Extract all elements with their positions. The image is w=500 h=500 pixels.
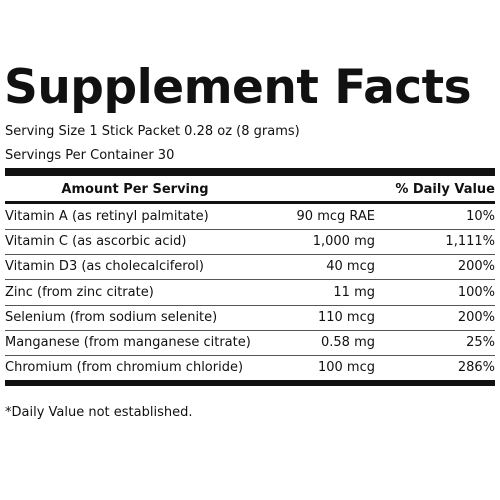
bottom-rule	[5, 380, 495, 386]
table-row: Vitamin A (as retinyl palmitate) 90 mcg R…	[5, 204, 495, 229]
nutrient: Chromium (from chromium chloride)	[5, 360, 244, 376]
nutrient: Selenium (from sodium selenite)	[5, 309, 218, 325]
table-row: Chromium (from chromium chloride) 100 mcg…	[5, 355, 495, 380]
nutrient: Manganese (from manganese citrate)	[5, 335, 251, 350]
servings-per-container: Servings Per Container 30	[5, 148, 175, 163]
row-rule	[5, 329, 495, 331]
nutrient: Vitamin D3 (as cholecalciferol)	[5, 259, 204, 275]
row-rule	[5, 304, 495, 306]
row-rule	[5, 355, 495, 356]
row-rule	[5, 279, 495, 281]
table-row: Vitamin D3 (as cholecalciferol) 40 mcg 200…	[5, 254, 495, 279]
amount: 40 mcg	[326, 259, 375, 275]
daily-value: 286%	[457, 360, 495, 376]
serving-size: Serving Size 1 Stick Packet 0.28 oz (8 g…	[5, 124, 300, 139]
header-rule	[5, 201, 495, 204]
amount: 0.58 mg	[321, 335, 375, 350]
daily-value: 100%	[457, 284, 495, 300]
amount: 1,000 mg	[312, 234, 375, 250]
daily-value: 10%	[466, 209, 495, 224]
title: Supplement Facts	[4, 60, 472, 115]
header-row: Amount Per Serving % Daily Value	[5, 177, 495, 202]
thick-rule	[5, 168, 495, 176]
daily-value: 200%	[457, 309, 495, 325]
amount: 11 mg	[333, 284, 375, 300]
amount: 100 mcg	[317, 360, 375, 376]
nutrient: Vitamin C (as ascorbic acid)	[5, 234, 187, 250]
row-rule	[5, 229, 495, 230]
header-dv: % Daily Value	[395, 182, 495, 197]
table-row: Manganese (from manganese citrate) 0.58 m…	[5, 330, 495, 355]
table-row: Selenium (from sodium selenite) 110 mcg 20…	[5, 305, 495, 330]
table-row: Vitamin C (as ascorbic acid) 1,000 mg 1,11…	[5, 229, 495, 254]
amount: 90 mcg RAE	[296, 209, 375, 224]
table-row: Zinc (from zinc citrate) 11 mg 100%	[5, 280, 495, 305]
amount: 110 mcg	[317, 309, 375, 325]
daily-value: 200%	[457, 259, 495, 275]
footnote: *Daily Value not established.	[5, 405, 193, 420]
header-amount: Amount Per Serving	[61, 182, 209, 197]
nutrient: Vitamin A (as retinyl palmitate)	[5, 209, 209, 224]
nutrient: Zinc (from zinc citrate)	[5, 284, 154, 300]
row-rule	[5, 254, 495, 256]
daily-value: 25%	[466, 335, 495, 350]
daily-value: 1,111%	[445, 234, 495, 250]
